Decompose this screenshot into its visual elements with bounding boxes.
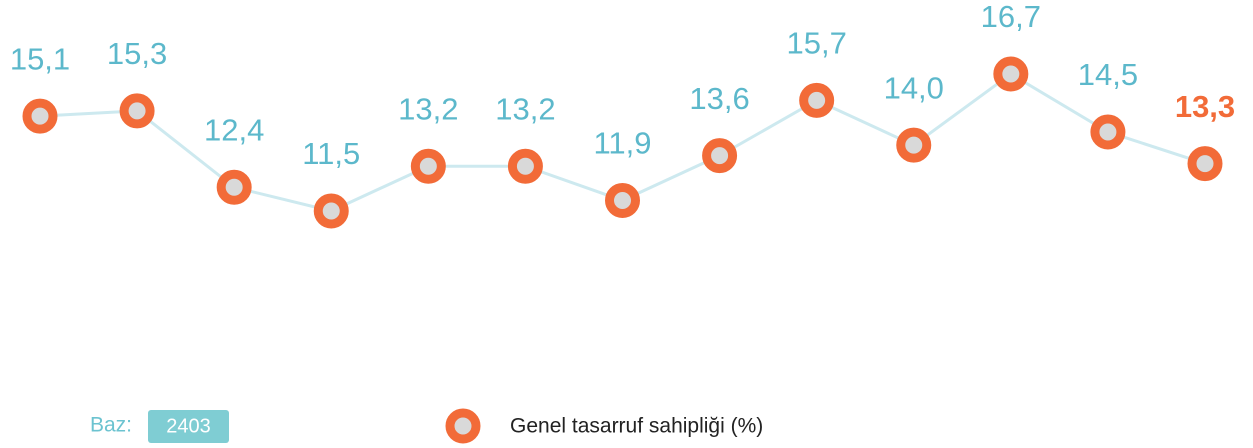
point xyxy=(896,127,932,163)
point xyxy=(993,56,1029,92)
value-label: 13,6 xyxy=(689,81,749,116)
point xyxy=(313,193,349,229)
value-label: 14,0 xyxy=(884,70,944,105)
value-label: 13,2 xyxy=(398,91,458,126)
legend-marker xyxy=(445,408,481,444)
point xyxy=(702,138,738,174)
point xyxy=(799,82,835,118)
value-label: 11,5 xyxy=(302,136,360,171)
point xyxy=(605,182,640,218)
legend-label: Genel tasarruf sahipliği (%) xyxy=(510,415,763,438)
point xyxy=(507,148,543,184)
base-label: Baz: xyxy=(90,414,132,437)
point xyxy=(119,93,155,129)
value-label: 15,7 xyxy=(786,26,846,61)
base-value: 2403 xyxy=(166,415,211,437)
value-label: 13,3 xyxy=(1175,89,1235,124)
point xyxy=(1090,114,1126,150)
value-label: 13,2 xyxy=(495,91,555,126)
point xyxy=(410,148,446,184)
point xyxy=(22,98,58,134)
value-label: 14,5 xyxy=(1078,57,1138,92)
value-label: 15,1 xyxy=(10,41,70,76)
value-label: 11,9 xyxy=(593,126,651,161)
value-label: 15,3 xyxy=(107,36,167,71)
value-label: 16,7 xyxy=(981,0,1041,34)
point xyxy=(216,169,252,205)
point xyxy=(1187,146,1223,182)
base-badge xyxy=(148,410,229,443)
value-label: 12,4 xyxy=(204,112,264,147)
